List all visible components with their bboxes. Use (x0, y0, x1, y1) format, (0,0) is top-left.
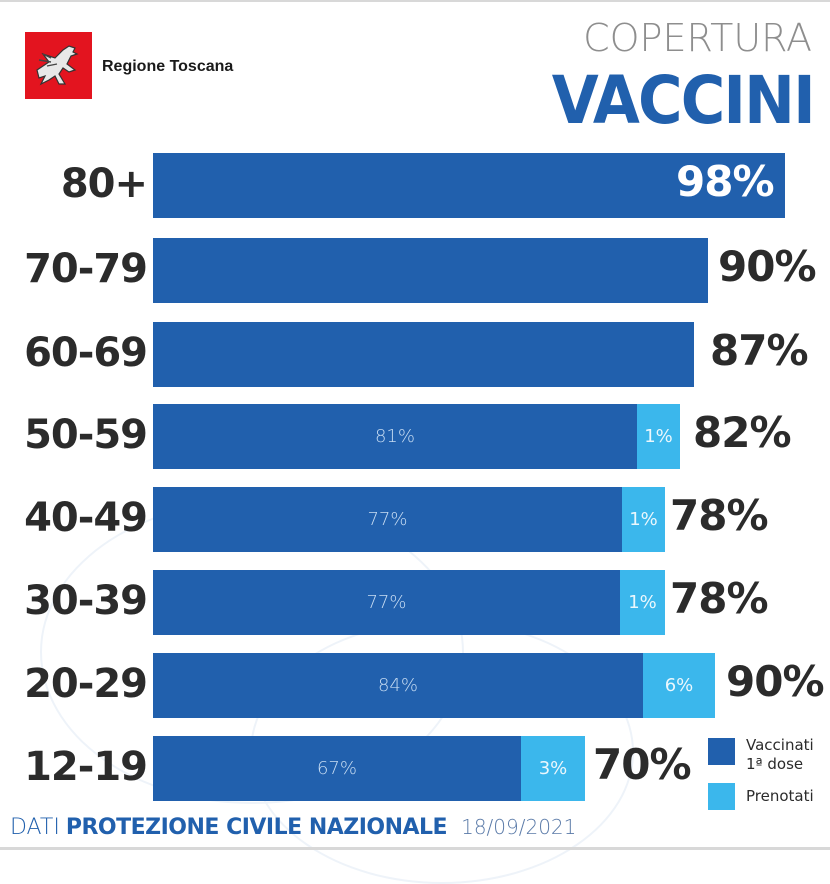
footer-source: DATI PROTEZIONE CIVILE NAZIONALE 18/09/202… (10, 815, 576, 840)
top-divider (0, 0, 830, 2)
vaccinated-value: 84% (377, 675, 418, 696)
age-label: 60-69 (24, 330, 148, 376)
booked-bar (622, 487, 665, 552)
title-subtitle: COPERTURA (583, 16, 812, 60)
booked-value: 1% (628, 592, 657, 613)
vaccinated-value: 81% (374, 426, 415, 447)
age-label: 20-29 (24, 661, 148, 707)
age-label: 80+ (60, 161, 148, 207)
legend-label-vaccinated: Vaccinati 1ª dose (746, 736, 814, 774)
legend-label-line: Vaccinati (746, 736, 814, 754)
org-name: Regione Toscana (102, 58, 234, 75)
pegasus-icon (36, 45, 79, 86)
regione-toscana-logo (25, 32, 92, 99)
chart-row: 50-59 81% 1% 82% (0, 404, 830, 469)
legend-label-line: 1ª dose (746, 755, 804, 773)
total-label: 82% (693, 408, 792, 457)
booked-value: 6% (664, 675, 694, 696)
total-label: 78% (670, 574, 769, 623)
chart-row: 60-69 87% (0, 322, 830, 387)
booked-bar (643, 653, 715, 718)
vaccinated-value: 77% (366, 592, 407, 613)
chart-row: 12-19 67% 3% 70% (0, 736, 830, 801)
age-label: 70-79 (24, 246, 148, 292)
vaccinated-bar (153, 487, 622, 552)
bottom-divider (0, 847, 830, 850)
chart-row: 40-49 77% 1% 78% (0, 487, 830, 552)
vaccinated-value: 67% (316, 758, 357, 779)
booked-bar (620, 570, 665, 635)
legend-label-booked: Prenotati (746, 787, 814, 805)
legend-swatch-booked (708, 783, 735, 810)
vaccinated-bar (153, 238, 708, 303)
vaccinated-bar (153, 153, 785, 218)
booked-value: 1% (644, 426, 673, 447)
age-label: 40-49 (24, 495, 148, 541)
vaccinated-bar (153, 322, 694, 387)
footer-source-name: PROTEZIONE CIVILE NAZIONALE (65, 815, 448, 840)
chart-row: 80+ 98% (0, 153, 830, 218)
title-main: VACCINI (551, 62, 816, 139)
vaccinated-bar (153, 404, 637, 469)
legend-swatch-vaccinated (708, 738, 735, 765)
vaccinated-bar (153, 570, 620, 635)
total-label: 78% (670, 491, 769, 540)
chart-row: 20-29 84% 6% 90% (0, 653, 830, 718)
age-label: 30-39 (24, 578, 148, 624)
total-label: 70% (593, 740, 692, 789)
vaccinated-bar (153, 653, 643, 718)
footer-prefix: DATI (10, 815, 60, 840)
chart-row: 70-79 90% (0, 238, 830, 303)
chart-row: 30-39 77% 1% 78% (0, 570, 830, 635)
total-label: 90% (726, 657, 825, 706)
booked-value: 3% (538, 758, 568, 779)
age-label: 12-19 (24, 744, 148, 790)
total-label: 87% (710, 326, 809, 375)
total-label: 90% (718, 242, 817, 291)
booked-bar (521, 736, 585, 801)
vaccinated-bar (153, 736, 521, 801)
booked-value: 1% (629, 509, 658, 530)
age-label: 50-59 (24, 412, 148, 458)
vaccinated-value: 77% (367, 509, 408, 530)
booked-bar (637, 404, 680, 469)
footer-date: 18/09/2021 (461, 815, 577, 839)
total-label: 98% (676, 157, 775, 206)
